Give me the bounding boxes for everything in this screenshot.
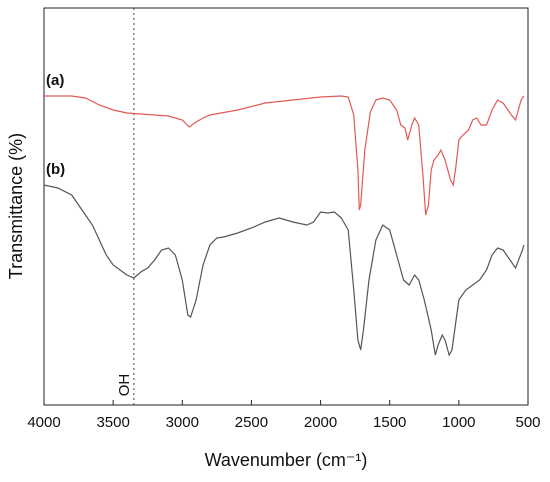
x-tick-label: 4000 xyxy=(27,414,60,431)
spectrum-line xyxy=(44,95,525,216)
series-label: (a) xyxy=(46,72,64,89)
x-tick-label: 2000 xyxy=(304,414,337,431)
y-axis-label: Transmittance (%) xyxy=(6,133,26,279)
x-tick-label: 3500 xyxy=(96,414,129,431)
plot-frame xyxy=(43,7,529,406)
series-label: (b) xyxy=(46,161,65,178)
x-tick-label: 3000 xyxy=(166,414,199,431)
x-tick-label: 1000 xyxy=(442,414,475,431)
x-tick-label: 2500 xyxy=(235,414,268,431)
x-tick-label: 1500 xyxy=(373,414,406,431)
spectrum-line xyxy=(43,184,525,357)
x-axis-label: Wavenumber (cm⁻¹) xyxy=(205,450,368,470)
annotation-label: OH xyxy=(116,374,133,397)
x-tick-label: 500 xyxy=(515,414,540,431)
